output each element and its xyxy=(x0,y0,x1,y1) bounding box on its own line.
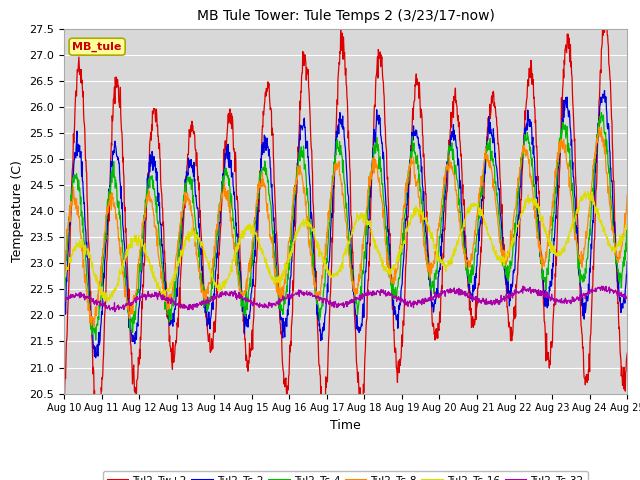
Line: Tul2_Ts-32: Tul2_Ts-32 xyxy=(64,286,627,312)
Tul2_Ts-16 xyxy=(104,299,111,305)
Line: Tul2_Ts-16: Tul2_Ts-16 xyxy=(64,192,627,302)
Tul2_Ts-2 xyxy=(433,286,441,291)
Tul2_Tw+2 xyxy=(186,130,193,136)
Tul2_Tw+2 xyxy=(172,338,180,344)
Tul2_Ts-8 xyxy=(507,238,515,243)
Tul2_Ts-4 xyxy=(507,259,515,265)
Title: MB Tule Tower: Tule Temps 2 (3/23/17-now): MB Tule Tower: Tule Temps 2 (3/23/17-now… xyxy=(196,10,495,24)
Tul2_Ts-2 xyxy=(249,277,257,283)
Tul2_Ts-8 xyxy=(90,324,98,329)
Tul2_Ts-4 xyxy=(433,258,441,264)
Tul2_Ts-2 xyxy=(60,308,68,314)
Tul2_Ts-8 xyxy=(60,264,68,270)
Line: Tul2_Tw+2: Tul2_Tw+2 xyxy=(64,6,627,425)
Tul2_Ts-4 xyxy=(172,282,180,288)
Tul2_Tw+2 xyxy=(433,330,441,336)
Tul2_Ts-8 xyxy=(249,239,257,244)
Tul2_Tw+2 xyxy=(623,350,631,356)
Line: Tul2_Ts-2: Tul2_Ts-2 xyxy=(64,91,627,358)
Tul2_Ts-8 xyxy=(186,201,193,206)
Tul2_Ts-4 xyxy=(60,289,68,295)
Tul2_Tw+2 xyxy=(600,3,608,9)
Tul2_Ts-8 xyxy=(433,227,441,232)
Tul2_Ts-2 xyxy=(601,88,609,94)
Tul2_Ts-4 xyxy=(557,127,564,132)
Tul2_Ts-16 xyxy=(507,244,515,250)
Tul2_Ts-32 xyxy=(186,306,193,312)
Tul2_Ts-4 xyxy=(92,337,100,343)
Legend: Tul2_Tw+2, Tul2_Ts-2, Tul2_Ts-4, Tul2_Ts-8, Tul2_Ts-16, Tul2_Ts-32: Tul2_Tw+2, Tul2_Ts-2, Tul2_Ts-4, Tul2_Ts… xyxy=(103,471,588,480)
Tul2_Ts-32 xyxy=(623,293,631,299)
Tul2_Tw+2 xyxy=(249,347,257,352)
Line: Tul2_Ts-4: Tul2_Ts-4 xyxy=(64,113,627,340)
Tul2_Ts-4 xyxy=(623,225,631,231)
Tul2_Ts-32 xyxy=(172,302,180,308)
Tul2_Ts-2 xyxy=(92,355,100,360)
Tul2_Ts-8 xyxy=(172,254,180,260)
Tul2_Ts-16 xyxy=(186,233,193,239)
X-axis label: Time: Time xyxy=(330,419,361,432)
Tul2_Ts-32 xyxy=(111,309,118,314)
Tul2_Tw+2 xyxy=(507,324,515,330)
Tul2_Ts-16 xyxy=(557,250,564,255)
Tul2_Ts-2 xyxy=(557,137,564,143)
Tul2_Ts-32 xyxy=(60,298,68,303)
Tul2_Ts-4 xyxy=(249,263,257,268)
Tul2_Tw+2 xyxy=(557,139,564,145)
Tul2_Ts-2 xyxy=(186,162,193,168)
Tul2_Ts-8 xyxy=(595,124,603,130)
Tul2_Ts-2 xyxy=(507,281,515,287)
Tul2_Ts-16 xyxy=(60,277,68,283)
Tul2_Ts-16 xyxy=(433,248,441,254)
Tul2_Ts-8 xyxy=(623,192,631,198)
Tul2_Ts-4 xyxy=(598,110,605,116)
Tul2_Ts-32 xyxy=(507,292,515,298)
Tul2_Ts-16 xyxy=(172,271,180,277)
Tul2_Ts-32 xyxy=(519,283,527,289)
Line: Tul2_Ts-8: Tul2_Ts-8 xyxy=(64,127,627,326)
Tul2_Ts-16 xyxy=(623,224,631,230)
Tul2_Ts-8 xyxy=(557,137,564,143)
Tul2_Ts-16 xyxy=(582,189,589,194)
Tul2_Ts-2 xyxy=(172,296,180,302)
Tul2_Ts-32 xyxy=(433,293,441,299)
Tul2_Ts-4 xyxy=(186,181,193,187)
Tul2_Tw+2 xyxy=(60,415,68,421)
Text: MB_tule: MB_tule xyxy=(72,42,122,52)
Tul2_Ts-16 xyxy=(249,228,257,233)
Tul2_Ts-2 xyxy=(623,259,631,264)
Tul2_Ts-32 xyxy=(249,300,257,306)
Y-axis label: Temperature (C): Temperature (C) xyxy=(11,160,24,262)
Tul2_Ts-32 xyxy=(557,300,565,306)
Tul2_Tw+2 xyxy=(93,422,101,428)
